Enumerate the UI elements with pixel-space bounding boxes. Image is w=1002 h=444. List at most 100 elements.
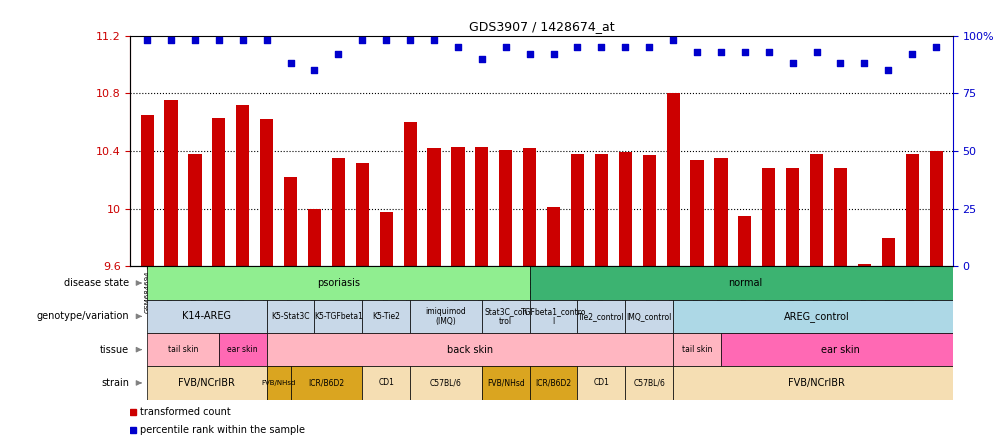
Bar — [642, 155, 655, 266]
Text: normal: normal — [727, 278, 762, 288]
Text: AREG_control: AREG_control — [783, 311, 849, 322]
Point — [832, 59, 848, 67]
Point — [259, 36, 275, 44]
Bar — [666, 93, 679, 266]
Bar — [260, 119, 273, 266]
Text: K5-Stat3C: K5-Stat3C — [272, 312, 310, 321]
Point — [497, 44, 513, 51]
Point — [712, 48, 728, 55]
Point — [593, 44, 609, 51]
Text: ear skin: ear skin — [227, 345, 258, 354]
Bar — [857, 264, 870, 266]
Text: Stat3C_con
trol: Stat3C_con trol — [484, 307, 527, 326]
Bar — [427, 148, 440, 266]
Bar — [380, 212, 393, 266]
Text: transformed count: transformed count — [140, 407, 230, 416]
Bar — [905, 154, 918, 266]
Bar — [594, 154, 607, 266]
Bar — [881, 238, 894, 266]
Bar — [410, 300, 481, 333]
Text: tissue: tissue — [100, 345, 129, 355]
Text: tail skin: tail skin — [167, 345, 198, 354]
Bar — [410, 366, 481, 400]
Text: CD1: CD1 — [593, 378, 609, 388]
Point — [545, 51, 561, 58]
Point — [856, 59, 872, 67]
Point — [402, 36, 418, 44]
Bar — [147, 333, 218, 366]
Point — [927, 44, 943, 51]
Text: strain: strain — [101, 378, 129, 388]
Text: FVB/NHsd: FVB/NHsd — [262, 380, 296, 386]
Bar — [451, 147, 464, 266]
Bar — [308, 209, 321, 266]
Bar — [362, 300, 410, 333]
Point — [210, 36, 226, 44]
Point — [903, 51, 919, 58]
Text: Tie2_control: Tie2_control — [577, 312, 624, 321]
Point — [784, 59, 800, 67]
Text: C57BL/6: C57BL/6 — [430, 378, 462, 388]
Text: psoriasis: psoriasis — [317, 278, 360, 288]
Bar — [529, 300, 577, 333]
Point — [163, 36, 179, 44]
Bar — [481, 300, 529, 333]
Bar — [672, 300, 959, 333]
Point — [473, 55, 489, 62]
Bar — [929, 151, 942, 266]
Point — [186, 36, 202, 44]
Text: ICR/B6D2: ICR/B6D2 — [535, 378, 571, 388]
Text: back skin: back skin — [446, 345, 492, 355]
Point — [760, 48, 776, 55]
Bar — [672, 366, 959, 400]
Point — [354, 36, 370, 44]
Bar — [570, 154, 583, 266]
Text: CD1: CD1 — [378, 378, 394, 388]
Bar — [332, 158, 345, 266]
Point — [808, 48, 824, 55]
Bar — [577, 366, 624, 400]
Bar — [720, 333, 959, 366]
Bar — [284, 177, 297, 266]
Point — [521, 51, 537, 58]
Point — [450, 44, 466, 51]
Text: K5-Tie2: K5-Tie2 — [372, 312, 400, 321]
Bar — [218, 333, 267, 366]
Text: tail skin: tail skin — [681, 345, 711, 354]
Bar — [624, 366, 672, 400]
Bar — [147, 266, 529, 300]
Bar — [786, 168, 799, 266]
Bar — [529, 366, 577, 400]
Text: disease state: disease state — [64, 278, 129, 288]
Text: K5-TGFbeta1: K5-TGFbeta1 — [314, 312, 363, 321]
Text: K14-AREG: K14-AREG — [182, 311, 231, 321]
Text: IMQ_control: IMQ_control — [626, 312, 671, 321]
Bar — [481, 366, 529, 400]
Text: FVB/NHsd: FVB/NHsd — [486, 378, 524, 388]
Bar — [762, 168, 775, 266]
Text: percentile rank within the sample: percentile rank within the sample — [140, 424, 306, 435]
Text: FVB/NCrIBR: FVB/NCrIBR — [788, 378, 844, 388]
Bar — [140, 115, 153, 266]
Bar — [188, 154, 201, 266]
Point — [234, 36, 250, 44]
Point — [330, 51, 346, 58]
Bar — [362, 366, 410, 400]
Point — [664, 36, 680, 44]
Bar — [624, 300, 672, 333]
Point — [616, 44, 632, 51]
Text: ear skin: ear skin — [821, 345, 859, 355]
Bar — [546, 207, 559, 266]
Bar — [618, 152, 631, 266]
Bar — [737, 216, 750, 266]
Text: ICR/B6D2: ICR/B6D2 — [308, 378, 344, 388]
Bar — [523, 148, 536, 266]
Point — [378, 36, 394, 44]
Text: TGFbeta1_contro
l: TGFbeta1_contro l — [520, 307, 586, 326]
Text: FVB/NCrIBR: FVB/NCrIBR — [178, 378, 235, 388]
Point — [307, 67, 323, 74]
Bar — [147, 366, 267, 400]
Point — [139, 36, 155, 44]
Bar — [147, 300, 267, 333]
Bar — [267, 333, 672, 366]
